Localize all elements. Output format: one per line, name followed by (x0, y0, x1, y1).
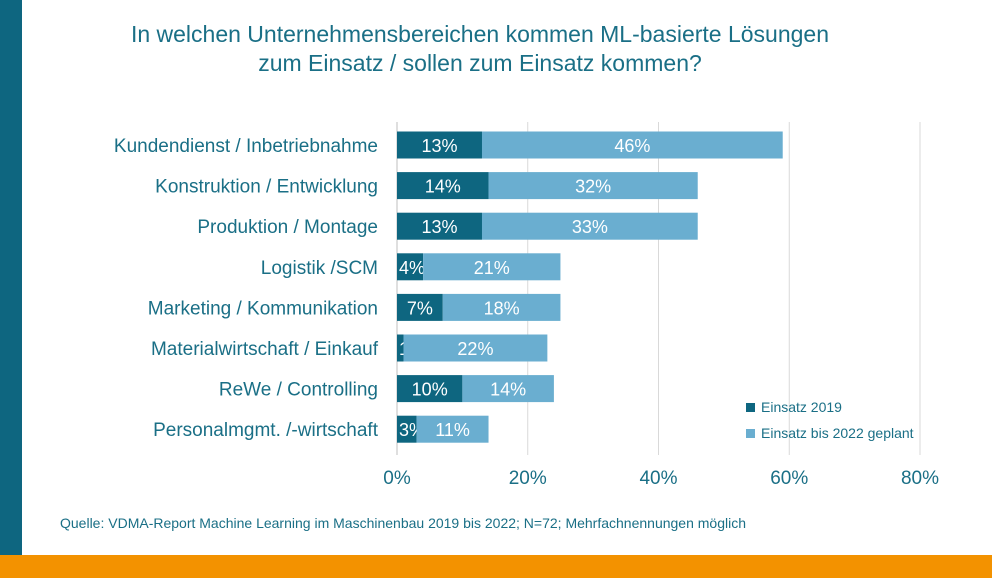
category-label: Marketing / Kommunikation (148, 298, 378, 319)
legend-swatch (746, 429, 755, 438)
category-label: Konstruktion / Entwicklung (155, 177, 378, 198)
bar-segment (416, 415, 489, 443)
bottom-accent-bar (0, 555, 992, 578)
x-tick-label: 80% (901, 468, 939, 489)
legend: Einsatz 2019 Einsatz bis 2022 geplant (746, 399, 914, 441)
bar-segment (423, 253, 561, 281)
legend-label: Einsatz 2019 (761, 399, 842, 415)
bar-segment (397, 375, 463, 403)
bar-segment (397, 293, 443, 321)
data-label: 14% (490, 380, 526, 400)
bar-segment (488, 172, 698, 200)
legend-swatch (746, 403, 755, 412)
category-label: Kundendienst / Inbetriebnahme (114, 136, 378, 157)
bar-segment (481, 131, 783, 159)
bar-segment (397, 172, 489, 200)
bar-segment (397, 415, 417, 443)
source-note: Quelle: VDMA-Report Machine Learning im … (60, 515, 747, 531)
data-label: 4% (399, 258, 425, 278)
bar-segment (462, 375, 554, 403)
legend-label: Einsatz bis 2022 geplant (761, 425, 914, 441)
data-label: 22% (457, 339, 493, 359)
data-label: 7% (407, 298, 433, 318)
stacked-bar-chart: 13%46%14%32%13%33%4%21%7%18%1%22%10%14%3… (114, 122, 939, 489)
bar-segment (397, 212, 482, 240)
data-label: 11% (435, 420, 470, 440)
x-tick-label: 60% (770, 468, 808, 489)
x-tick-label: 0% (383, 468, 411, 489)
x-tick-label: 20% (509, 468, 547, 489)
data-label: 18% (484, 298, 520, 318)
category-labels: Kundendienst / Inbetriebnahme Konstruktio… (114, 136, 379, 441)
category-label: Personalmgmt. /-wirtschaft (153, 420, 379, 441)
chart-title-line-1: In welchen Unternehmensbereichen kommen … (130, 21, 830, 47)
bar-segment (397, 334, 404, 362)
data-label: 13% (421, 217, 457, 237)
x-tick-label: 40% (639, 468, 677, 489)
category-label: ReWe / Controlling (219, 380, 378, 401)
bars: 13%46%14%32%13%33%4%21%7%18%1%22%10%14%3… (397, 131, 783, 443)
bar-segment (442, 293, 561, 321)
category-label: Produktion / Montage (197, 217, 378, 238)
data-label: 13% (421, 136, 457, 156)
x-axis-ticks: 0% 20% 40% 60% 80% (383, 468, 939, 489)
data-label: 21% (474, 258, 510, 278)
left-accent-bar (0, 0, 22, 555)
category-label: Logistik /SCM (261, 258, 378, 279)
bar-segment (481, 212, 698, 240)
chart-title: In welchen Unternehmensbereichen kommen … (30, 20, 930, 78)
data-label: 14% (425, 177, 461, 197)
data-label: 46% (614, 136, 650, 156)
bar-segment (397, 253, 424, 281)
data-label: 32% (575, 177, 611, 197)
chart-title-line-2: zum Einsatz / sollen zum Einsatz kommen? (258, 50, 702, 76)
bar-segment (397, 131, 482, 159)
bar-segment (403, 334, 548, 362)
data-label: 10% (412, 380, 448, 400)
data-label: 33% (572, 217, 608, 237)
category-label: Materialwirtschaft / Einkauf (151, 339, 379, 360)
